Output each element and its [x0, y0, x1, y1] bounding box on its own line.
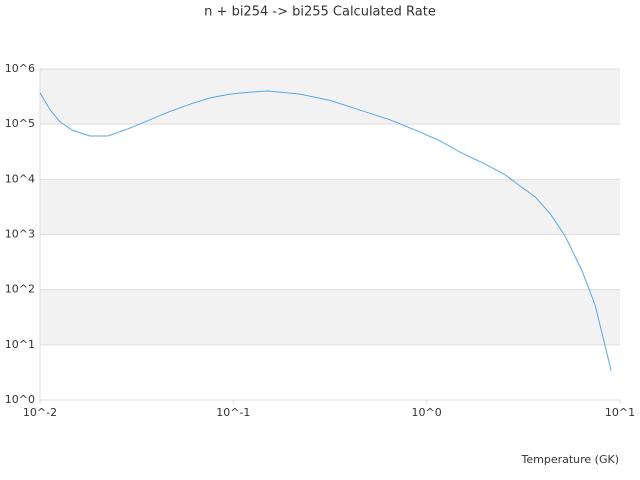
- y-tick-label: 10^2: [5, 283, 35, 296]
- y-tick-label: 10^1: [5, 338, 35, 351]
- x-tick-label: 10^0: [412, 406, 442, 419]
- y-tick-label: 10^0: [5, 393, 35, 406]
- chart-title: n + bi254 -> bi255 Calculated Rate: [204, 5, 436, 20]
- grid-band: [40, 179, 620, 235]
- y-tick-label: 10^5: [5, 117, 35, 130]
- grid-band: [40, 289, 620, 345]
- data-line: [39, 90, 612, 371]
- y-tick-label: 10^3: [5, 228, 35, 241]
- x-tick-label: 10^-2: [23, 406, 57, 419]
- grid-band: [40, 69, 620, 125]
- x-axis-label: Temperature (GK): [521, 453, 620, 466]
- y-tick-label: 10^4: [5, 172, 35, 185]
- y-tick-label: 10^6: [5, 62, 35, 75]
- x-tick-label: 10^1: [605, 406, 635, 419]
- x-tick-label: 10^-1: [216, 406, 250, 419]
